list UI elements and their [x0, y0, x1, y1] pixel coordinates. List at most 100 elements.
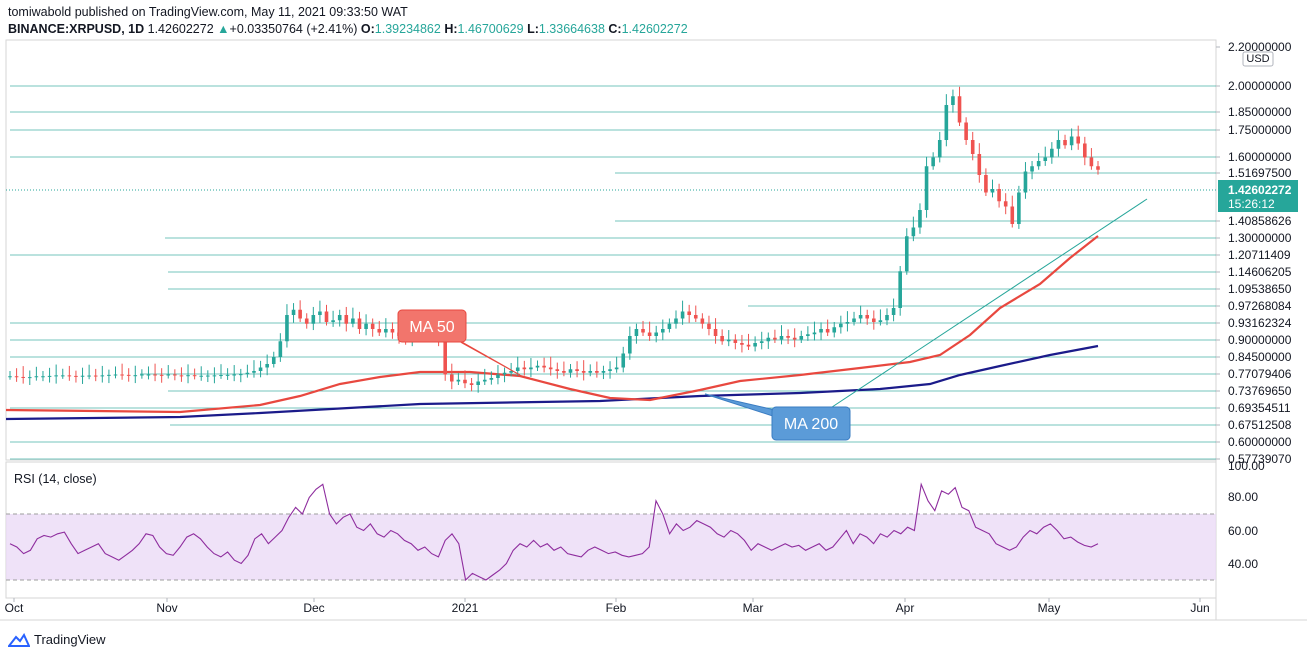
candle-body: [60, 375, 65, 377]
candle-body: [166, 374, 171, 376]
candle-body: [535, 365, 540, 368]
candle-body: [647, 332, 652, 336]
candle-body: [944, 105, 949, 140]
candle-body: [997, 189, 1001, 202]
candle-body: [265, 364, 269, 368]
candle-body: [832, 327, 837, 333]
candle-body: [206, 375, 210, 377]
candle-body: [337, 315, 342, 321]
price-axis-label: 0.97268084: [1228, 299, 1292, 313]
candle-body: [970, 140, 975, 154]
candle-body: [825, 329, 830, 333]
candle-body: [522, 367, 527, 370]
footer[interactable]: TradingView: [8, 632, 106, 647]
candle-body: [8, 376, 12, 378]
candles-layer: [8, 86, 1100, 393]
ma50-callout-label: MA 50: [409, 319, 454, 336]
price-axis-label-bg: [1218, 349, 1296, 365]
candle-body: [1063, 140, 1067, 146]
candle-body: [258, 367, 263, 371]
candle-body: [542, 365, 546, 368]
candle-body: [364, 323, 368, 329]
time-axis[interactable]: Oct Nov Dec 2021 Feb Mar Apr May Jun: [5, 598, 1210, 615]
candle-body: [1036, 161, 1041, 167]
candle-body: [100, 375, 105, 377]
price-axis-label: 0.57739070: [1228, 452, 1292, 466]
candle-body: [54, 375, 58, 377]
candle-body: [67, 375, 72, 377]
candle-body: [344, 315, 349, 324]
candle-body: [904, 236, 909, 272]
horizontal-levels: [6, 85, 1216, 460]
candle-body: [318, 311, 322, 315]
time-axis-label: Jun: [1190, 601, 1209, 615]
candle-body: [27, 377, 32, 379]
price-axis-label: 1.14606205: [1228, 265, 1292, 279]
candle-body: [891, 308, 896, 315]
candle-body: [384, 329, 388, 333]
candle-body: [324, 311, 329, 322]
price-axis-label: 1.30000000: [1228, 231, 1292, 245]
ma50-layer: [5, 235, 1099, 414]
rsi-axis-label: 80.00: [1228, 490, 1258, 504]
candle-body: [601, 371, 606, 373]
time-axis-label: Mar: [743, 601, 764, 615]
candle-body: [482, 379, 487, 382]
price-axis-label: 0.77079406: [1228, 367, 1292, 381]
candle-body: [225, 374, 230, 376]
price-axis-label-bg: [1218, 213, 1296, 229]
candle-body: [937, 140, 942, 158]
candle-body: [792, 337, 797, 340]
candle-body: [819, 329, 823, 333]
candle-body: [1050, 148, 1054, 158]
high-label: H:: [444, 22, 458, 36]
candle-body: [370, 323, 375, 329]
ma200-layer: [5, 344, 1099, 421]
candle-body: [628, 336, 632, 354]
price-axis[interactable]: 2.20000000 2.00000000 1.85000000 1.75000000…: [1216, 40, 1298, 467]
candle-body: [746, 344, 751, 347]
price-axis-label: 2.20000000: [1228, 40, 1292, 54]
close-value: 1.42602272: [621, 22, 688, 36]
price-axis-label: 0.60000000: [1228, 435, 1292, 449]
candle-body: [680, 311, 685, 319]
candle-body: [918, 210, 922, 228]
candle-body: [779, 336, 784, 340]
candle-body: [984, 175, 988, 193]
candle-body: [146, 374, 151, 376]
price-axis-label-bg: [1218, 264, 1296, 280]
rsi-line: [9, 482, 1099, 582]
candle-body: [726, 339, 731, 342]
price-axis-label-bg: [1218, 298, 1296, 314]
candle-body: [449, 374, 454, 382]
candle-body: [548, 367, 553, 370]
time-axis-label: Feb: [606, 601, 627, 615]
price-axis-label-bg: [1218, 230, 1296, 246]
candle-body: [693, 315, 698, 319]
candle-body: [232, 374, 236, 376]
candle-body: [140, 374, 144, 376]
candle-body: [595, 371, 599, 373]
candle-body: [515, 367, 520, 371]
candle-body: [179, 375, 184, 377]
current-price-value: 1.42602272: [1228, 183, 1292, 197]
candle-body: [126, 374, 131, 376]
candle-body: [977, 154, 982, 175]
candle-body: [509, 371, 513, 373]
price-axis-label: 0.93162324: [1228, 316, 1292, 330]
candle-body: [21, 376, 25, 378]
price-axis-label-bg: [1218, 281, 1296, 297]
published-line: tomiwabold published on TradingView.com,…: [8, 5, 408, 19]
candle-body: [707, 323, 711, 329]
candle-body: [641, 329, 645, 333]
price-axis-label-bg: [1218, 417, 1296, 433]
candle-body: [568, 369, 573, 373]
candle-body: [377, 329, 382, 333]
candle-body: [964, 122, 968, 140]
candle-body: [456, 379, 461, 382]
price-axis-label-bg: [1218, 366, 1296, 382]
candle-body: [271, 357, 276, 364]
candle-body: [608, 369, 612, 371]
trendline-layer: [819, 198, 1148, 416]
